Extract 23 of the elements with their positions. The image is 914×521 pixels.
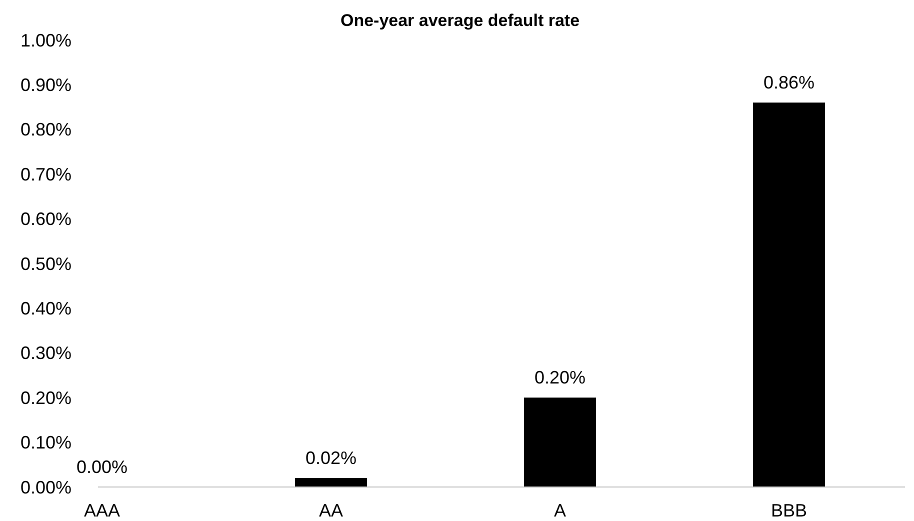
x-tick-label: BBB <box>770 500 808 520</box>
y-tick-label: 0.00% <box>20 477 72 498</box>
y-tick-label: 0.70% <box>20 164 72 184</box>
bar <box>295 478 367 487</box>
data-label: 0.02% <box>305 448 357 468</box>
y-tick-label: 0.40% <box>20 298 72 318</box>
bar <box>753 102 825 487</box>
y-tick-label: 0.20% <box>20 388 72 408</box>
x-tick-label: AAA <box>84 500 120 520</box>
y-tick-label: 0.30% <box>20 343 72 364</box>
y-tick-label: 0.80% <box>20 120 72 140</box>
y-tick-label: 0.90% <box>20 75 72 95</box>
data-label: 0.86% <box>763 72 815 93</box>
y-tick-label: 0.10% <box>20 432 72 453</box>
bar <box>524 398 596 487</box>
chart-title: One-year average default rate <box>340 11 580 30</box>
y-tick-label: 0.60% <box>20 209 72 230</box>
x-tick-label: A <box>554 500 566 520</box>
y-tick-label: 0.50% <box>20 254 72 274</box>
data-label: 0.00% <box>76 457 128 477</box>
data-label: 0.20% <box>534 368 586 388</box>
y-tick-label: 1.00% <box>20 30 72 50</box>
x-tick-label: AA <box>318 500 344 520</box>
